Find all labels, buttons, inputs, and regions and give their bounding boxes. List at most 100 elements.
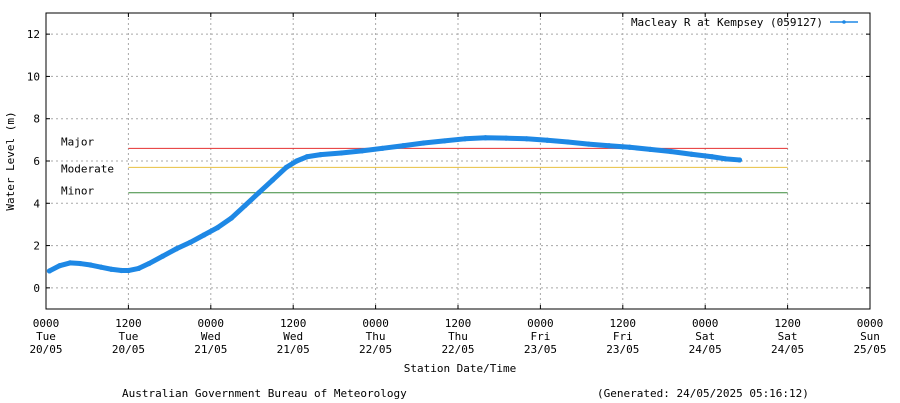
series-point — [606, 143, 612, 149]
series-point — [544, 137, 550, 143]
series-point — [304, 154, 310, 160]
x-tick-label-time: 1200 — [445, 317, 472, 330]
series-point — [736, 157, 743, 163]
agency-footer: Australian Government Bureau of Meteorol… — [122, 387, 407, 400]
series-point — [228, 215, 234, 221]
series-layer — [46, 135, 743, 274]
x-tick-label-day: Tue — [118, 330, 138, 343]
x-tick-label-day: Sat — [778, 330, 798, 343]
x-axis-ticks: 0000Tue20/051200Tue20/050000Wed21/051200… — [29, 13, 887, 356]
series-point — [201, 232, 207, 238]
series-point — [379, 145, 386, 151]
series-point — [108, 266, 114, 272]
x-tick-label-time: 0000 — [33, 317, 60, 330]
series-point — [160, 253, 166, 259]
x-tick-label-time: 0000 — [692, 317, 719, 330]
series-point — [627, 144, 633, 150]
series-point — [57, 263, 63, 269]
series-point — [125, 267, 131, 274]
x-tick-label-date: 24/05 — [771, 343, 804, 356]
x-tick-label-date: 23/05 — [606, 343, 639, 356]
series-point — [585, 141, 592, 147]
y-tick-label: 10 — [27, 70, 40, 83]
x-tick-label-time: 0000 — [527, 317, 554, 330]
series-point — [88, 262, 94, 268]
generated-timestamp: (Generated: 24/05/2025 05:16:12) — [597, 387, 809, 400]
y-tick-label: 4 — [33, 197, 40, 210]
threshold-label-minor: Minor — [61, 185, 94, 198]
x-tick-label-time: 1200 — [774, 317, 801, 330]
y-tick-label: 2 — [33, 240, 40, 253]
x-tick-label-day: Thu — [448, 330, 468, 343]
y-tick-label: 6 — [33, 155, 40, 168]
x-tick-label-time: 1200 — [115, 317, 142, 330]
series-point — [462, 136, 468, 142]
series-point — [482, 135, 489, 141]
y-axis-ticks: 0 2 4 6 8 10 12 — [27, 28, 870, 295]
x-tick-label-time: 0000 — [362, 317, 389, 330]
x-tick-label-day: Fri — [613, 330, 633, 343]
series-point — [270, 177, 276, 183]
y-axis-label: Water Level (m) — [4, 111, 17, 210]
x-tick-label-date: 24/05 — [689, 343, 722, 356]
series-point — [118, 267, 125, 274]
x-tick-label-day: Fri — [530, 330, 550, 343]
x-tick-label-date: 21/05 — [277, 343, 310, 356]
x-tick-label-date: 23/05 — [524, 343, 557, 356]
series-point — [668, 148, 674, 155]
series-point — [318, 152, 324, 158]
series-point — [98, 264, 104, 270]
x-tick-label-time: 0000 — [198, 317, 225, 330]
series-point — [359, 148, 365, 154]
series-point — [173, 246, 180, 252]
series-point — [688, 151, 695, 157]
x-tick-label-day: Tue — [36, 330, 56, 343]
series-point — [647, 146, 653, 152]
x-tick-label-date: 22/05 — [359, 343, 392, 356]
series-point — [709, 154, 715, 160]
x-tick-label-date: 21/05 — [194, 343, 227, 356]
threshold-lines: Major Moderate Minor — [61, 135, 788, 198]
series-point — [400, 143, 406, 149]
threshold-label-major: Major — [61, 135, 94, 148]
x-tick-label-date: 20/05 — [29, 343, 62, 356]
x-tick-label-time: 1200 — [610, 317, 637, 330]
x-tick-label-day: Wed — [283, 330, 303, 343]
x-axis-label: Station Date/Time — [404, 362, 517, 375]
legend-series-marker — [842, 20, 846, 24]
x-tick-label-time: 0000 — [857, 317, 884, 330]
y-tick-label: 8 — [33, 113, 40, 126]
y-tick-label: 12 — [27, 28, 40, 41]
series-point — [242, 202, 248, 208]
x-tick-label-day: Sun — [860, 330, 880, 343]
legend-series-label: Macleay R at Kempsey (059127) — [631, 16, 823, 29]
series-point — [294, 158, 300, 164]
series-point — [524, 136, 530, 142]
series-point — [187, 239, 193, 245]
legend: Macleay R at Kempsey (059127) — [631, 16, 858, 29]
series-point — [503, 135, 509, 141]
series-point — [283, 164, 289, 170]
x-tick-label-date: 25/05 — [853, 343, 886, 356]
series-point — [256, 190, 262, 196]
series-point — [421, 140, 427, 146]
series-line — [46, 135, 743, 274]
grid — [46, 13, 870, 309]
x-tick-label-day: Sat — [695, 330, 715, 343]
series-point — [146, 260, 152, 267]
series-point — [441, 138, 447, 144]
series-point — [338, 150, 344, 156]
x-tick-label-day: Wed — [201, 330, 221, 343]
x-tick-label-time: 1200 — [280, 317, 307, 330]
series-point — [136, 265, 142, 272]
series-point — [723, 156, 729, 162]
series-point — [67, 260, 73, 266]
x-tick-label-date: 20/05 — [112, 343, 145, 356]
x-tick-label-date: 22/05 — [441, 343, 474, 356]
series-point — [215, 225, 221, 231]
y-tick-label: 0 — [33, 282, 40, 295]
x-tick-label-day: Thu — [366, 330, 386, 343]
threshold-label-moderate: Moderate — [61, 162, 114, 175]
series-point — [46, 268, 53, 274]
